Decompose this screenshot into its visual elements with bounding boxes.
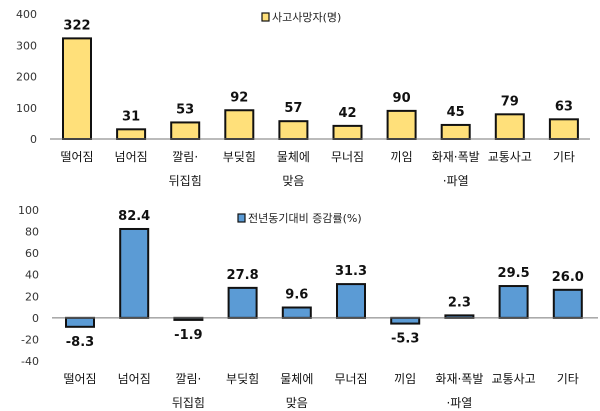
- data-label: 63: [555, 99, 573, 114]
- chart-1: 0 100 200 300 400 322 떨어짐 31 넘어짐 53 깔림· 뒤집힘 92 부딪힘 57 물…: [16, 8, 590, 188]
- x-tick-label: 부딪힘: [223, 150, 256, 164]
- x-tick-label: 물체에: [280, 372, 313, 386]
- data-label: -5.3: [391, 332, 419, 347]
- x-tick-label: 무너짐: [334, 372, 367, 386]
- bar: [170, 121, 201, 140]
- data-label: -8.3: [66, 335, 94, 350]
- bar: [390, 316, 421, 325]
- data-label: 57: [284, 101, 302, 116]
- y-tick-label: 0: [32, 312, 39, 325]
- data-label: -1.9: [174, 328, 202, 343]
- x-tick-label: 넘어짐: [115, 150, 148, 164]
- y-tick-label: 300: [16, 39, 37, 52]
- x-tick-label: 부딪힘: [226, 372, 259, 386]
- x-tick-label: 기타: [557, 372, 579, 386]
- bar: [278, 120, 309, 140]
- legend-label: 전년동기대비 증감률(%): [248, 212, 362, 225]
- bar: [116, 128, 147, 140]
- data-label: 2.3: [448, 295, 471, 310]
- x-tick-label: 끼임: [391, 150, 413, 164]
- data-label: 9.6: [285, 288, 308, 303]
- bar: [498, 285, 529, 319]
- y-tick-label: 100: [16, 102, 37, 115]
- x-tick-label: 넘어짐: [118, 372, 151, 386]
- y-tick-label: 20: [25, 290, 39, 303]
- data-label: 42: [338, 106, 356, 121]
- x-tick-label: 뒤집힘: [172, 396, 205, 410]
- data-label: 322: [63, 18, 90, 33]
- y-tick-label: 80: [25, 226, 39, 239]
- bar: [552, 288, 583, 319]
- x-tick-label: 떨어짐: [60, 150, 93, 164]
- data-label: 27.8: [227, 268, 259, 283]
- x-tick-label: 화재·폭발: [432, 150, 480, 164]
- x-tick-label: ·파열: [443, 174, 469, 188]
- data-label: 29.5: [498, 266, 530, 281]
- x-tick-label: 뒤집힘: [169, 174, 202, 188]
- bar: [332, 124, 363, 140]
- y-tick-label: -40: [21, 355, 39, 368]
- x-tick-label: 교통사고: [488, 150, 532, 164]
- legend-swatch: [237, 213, 246, 223]
- legend-label: 사고사망자(명): [272, 11, 341, 24]
- bar: [548, 118, 579, 140]
- bar: [440, 123, 471, 140]
- legend-swatch: [261, 12, 270, 22]
- x-tick-label: ·파열: [446, 396, 472, 410]
- bar: [336, 283, 366, 319]
- data-label: 82.4: [118, 209, 150, 224]
- chart-2: -40 -20 0 20 40 60 80 100 -8.3 떨어짐 82.4 넘어짐 -1.9 깔림· 뒤…: [18, 204, 598, 410]
- x-tick-label: 물체에: [277, 150, 310, 164]
- x-tick-label: 화재·폭발: [435, 372, 483, 386]
- data-label: 45: [447, 105, 465, 120]
- y-tick-label: 400: [16, 8, 37, 21]
- data-label: 53: [176, 102, 194, 117]
- bar: [227, 286, 258, 319]
- x-tick-label: 깔림·: [172, 150, 198, 164]
- x-tick-label: 맞음: [282, 174, 304, 188]
- data-label: 79: [501, 94, 519, 109]
- y-tick-label: -20: [21, 333, 39, 346]
- x-tick-label: 끼임: [394, 372, 416, 386]
- data-label: 31.3: [335, 264, 367, 279]
- bar: [119, 227, 150, 319]
- x-tick-label: 맞음: [286, 396, 308, 410]
- data-label: 90: [393, 91, 411, 106]
- x-tick-label: 깔림·: [175, 372, 201, 386]
- x-tick-label: 무너짐: [331, 150, 364, 164]
- y-tick-label: 0: [30, 133, 37, 146]
- y-tick-label: 100: [18, 204, 39, 217]
- x-tick-label: 기타: [553, 150, 575, 164]
- data-label: 31: [122, 109, 140, 124]
- bar: [494, 113, 525, 140]
- x-tick-label: 떨어짐: [63, 372, 96, 386]
- bar: [62, 37, 92, 140]
- data-label: 92: [230, 90, 248, 105]
- bar: [281, 306, 312, 319]
- y-tick-label: 40: [25, 269, 39, 282]
- bar: [224, 109, 255, 140]
- bar: [65, 316, 95, 328]
- data-label: 26.0: [552, 270, 584, 285]
- bar: [386, 109, 417, 140]
- y-tick-label: 60: [25, 247, 39, 260]
- x-tick-label: 교통사고: [492, 372, 536, 386]
- y-tick-label: 200: [16, 71, 37, 84]
